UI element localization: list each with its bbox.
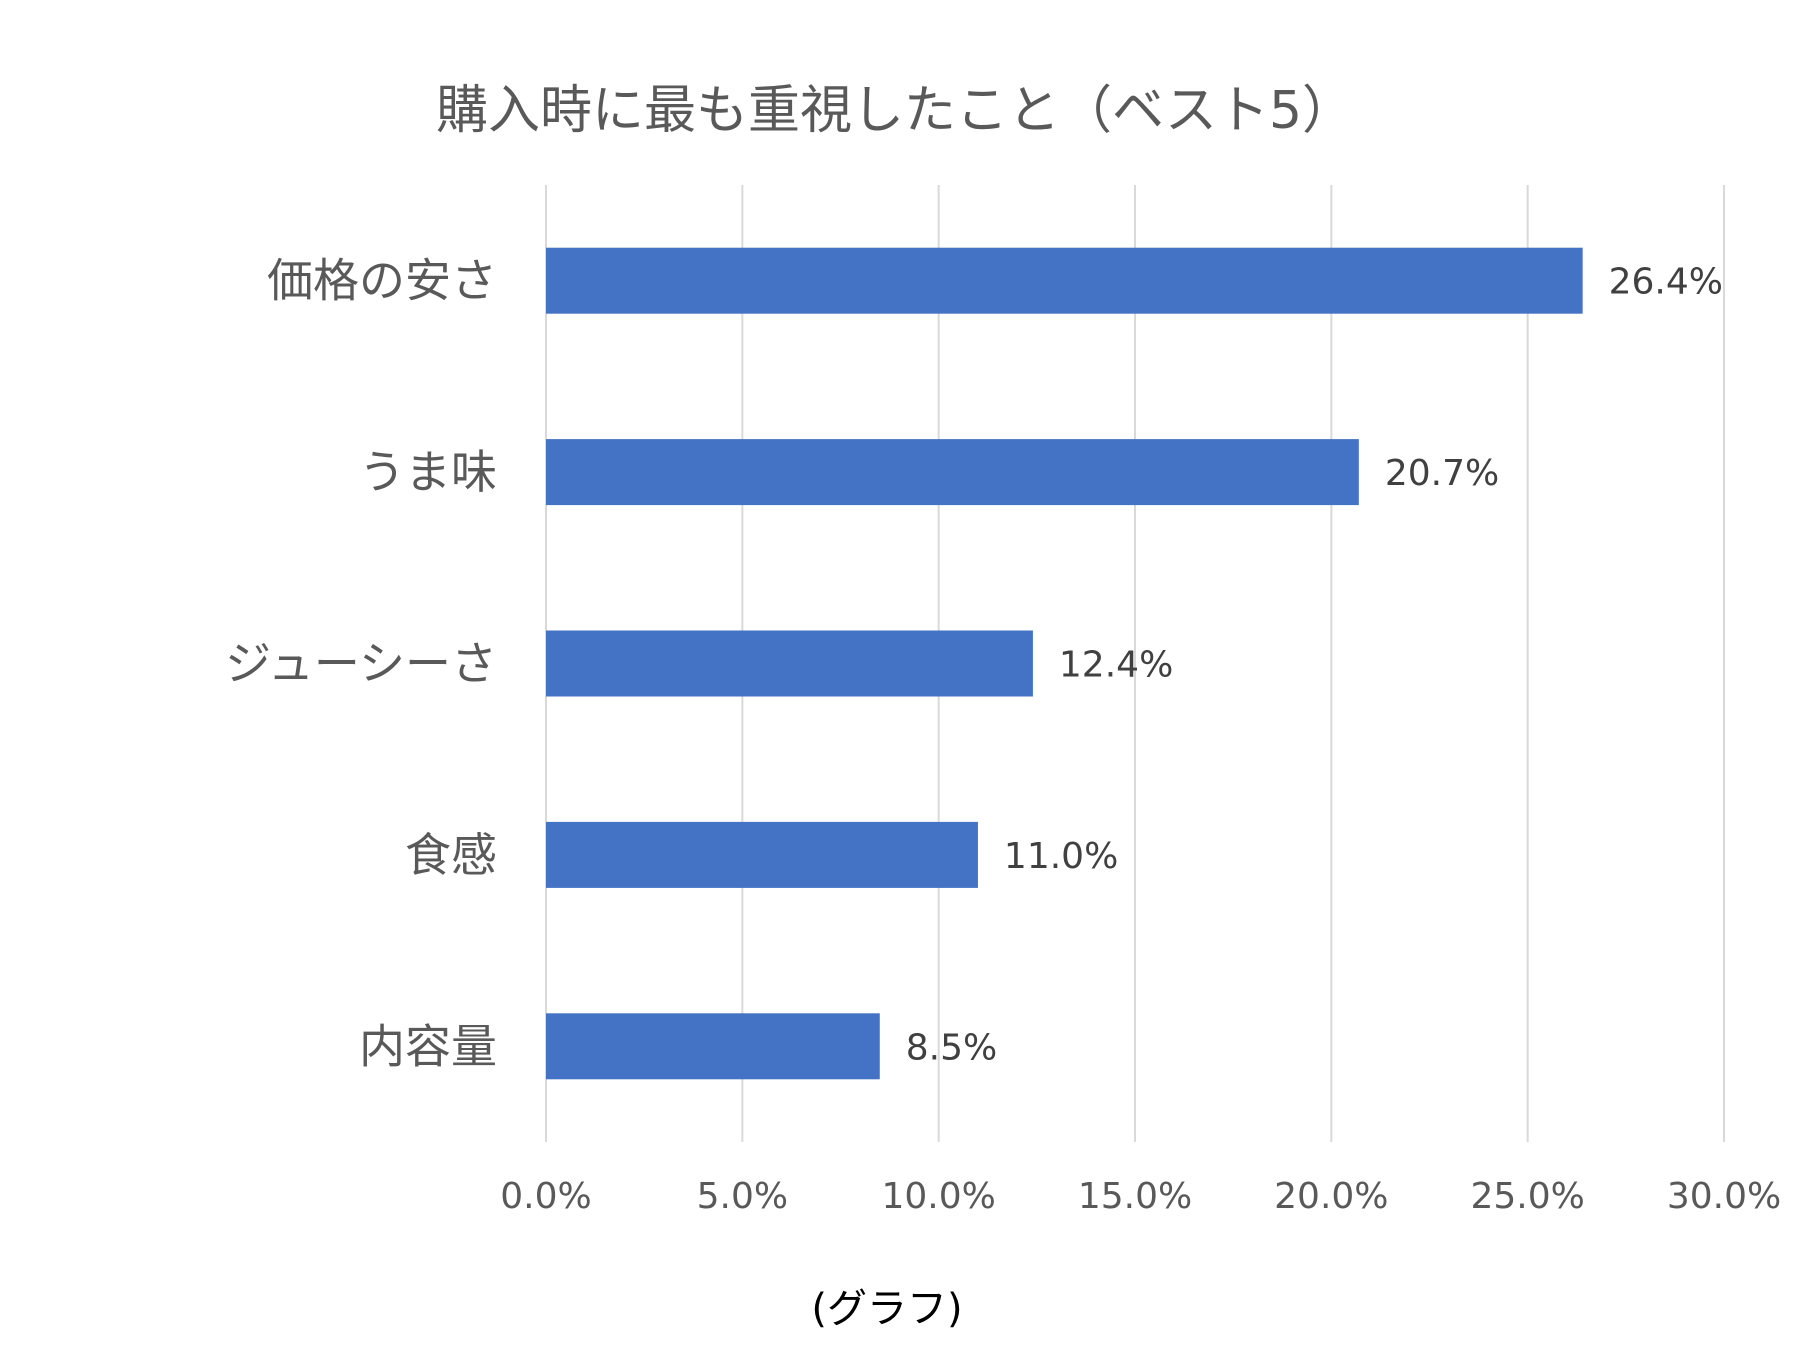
- bar: [546, 630, 1033, 697]
- bar: [546, 247, 1583, 314]
- x-tick-label: 0.0%: [500, 1176, 591, 1217]
- data-label: 12.4%: [1059, 645, 1173, 686]
- x-tick-label: 25.0%: [1470, 1176, 1584, 1217]
- x-tick-label: 30.0%: [1667, 1176, 1781, 1217]
- chart-caption: (グラフ): [811, 1286, 962, 1332]
- x-tick-label: 10.0%: [881, 1176, 995, 1217]
- x-tick-label: 15.0%: [1078, 1176, 1192, 1217]
- x-tick-label: 5.0%: [697, 1176, 788, 1217]
- category-label: 内容量: [359, 1019, 497, 1073]
- data-label: 20.7%: [1385, 453, 1499, 494]
- chart-title: 購入時に最も重視したこと（ベスト5）: [436, 81, 1354, 141]
- data-label: 26.4%: [1609, 262, 1723, 303]
- bar: [546, 821, 978, 888]
- data-labels: 26.4% 20.7% 12.4% 11.0% 8.5%: [906, 262, 1723, 1069]
- x-tick-label: 20.0%: [1274, 1176, 1388, 1217]
- category-label: 食感: [405, 828, 497, 882]
- category-label: うま味: [359, 445, 497, 499]
- data-label: 11.0%: [1004, 836, 1118, 877]
- category-label: ジューシーさ: [225, 637, 497, 691]
- bar: [546, 439, 1359, 506]
- category-label: 価格の安さ: [267, 254, 497, 308]
- bar: [546, 1013, 880, 1080]
- data-label: 8.5%: [906, 1027, 997, 1068]
- x-axis-tick-labels: 0.0% 5.0% 10.0% 15.0% 20.0% 25.0% 30.0%: [500, 1176, 1781, 1217]
- bars: [546, 247, 1583, 1080]
